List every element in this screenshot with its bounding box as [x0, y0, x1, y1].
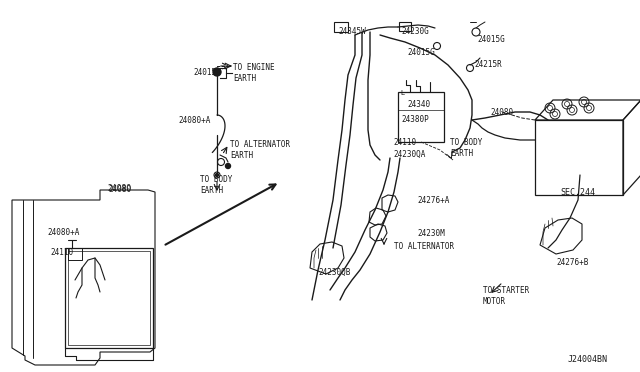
Circle shape — [213, 68, 221, 76]
Text: 24015G: 24015G — [407, 48, 435, 57]
Bar — [535, 120, 623, 195]
Text: TO ALTERNATOR: TO ALTERNATOR — [394, 242, 454, 251]
Text: 24080: 24080 — [108, 185, 131, 194]
Text: EARTH: EARTH — [200, 186, 223, 195]
Text: TO ALTERNATOR: TO ALTERNATOR — [230, 140, 290, 149]
Text: J24004BN: J24004BN — [568, 355, 608, 364]
Text: 24080: 24080 — [490, 108, 513, 117]
Bar — [398, 92, 444, 142]
Text: 24380P: 24380P — [401, 115, 429, 124]
Bar — [68, 248, 82, 260]
Text: TO BODY: TO BODY — [200, 175, 232, 184]
Bar — [65, 248, 153, 348]
Text: 24276+A: 24276+A — [417, 196, 449, 205]
Text: 24230QA: 24230QA — [393, 150, 426, 159]
Circle shape — [216, 173, 218, 176]
Text: 24340: 24340 — [407, 100, 430, 109]
Text: EARTH: EARTH — [233, 74, 256, 83]
Bar — [334, 22, 348, 32]
Text: 24215R: 24215R — [474, 60, 502, 69]
Text: 24080: 24080 — [108, 184, 132, 193]
Text: 24345W: 24345W — [338, 27, 365, 36]
Circle shape — [225, 164, 230, 169]
Text: TO ENGINE: TO ENGINE — [233, 63, 275, 72]
Text: 24015G: 24015G — [477, 35, 505, 44]
Text: 24230G: 24230G — [401, 27, 429, 36]
Text: 24080+A: 24080+A — [47, 228, 79, 237]
Text: 24230M: 24230M — [417, 229, 445, 238]
Bar — [68, 251, 150, 345]
Text: SEC.244: SEC.244 — [560, 188, 595, 197]
Text: 24230QB: 24230QB — [318, 268, 350, 277]
Text: 24080+A: 24080+A — [178, 116, 211, 125]
Bar — [399, 22, 411, 31]
Text: EARTH: EARTH — [230, 151, 253, 160]
Text: EARTH: EARTH — [450, 149, 473, 158]
Text: TO BODY: TO BODY — [450, 138, 483, 147]
Text: TO STARTER: TO STARTER — [483, 286, 529, 295]
Text: 24110: 24110 — [393, 138, 416, 147]
Text: L: L — [400, 90, 404, 96]
Text: MOTOR: MOTOR — [483, 297, 506, 306]
Text: 24015G: 24015G — [193, 68, 221, 77]
Text: 24276+B: 24276+B — [556, 258, 588, 267]
Text: 24110: 24110 — [50, 248, 73, 257]
